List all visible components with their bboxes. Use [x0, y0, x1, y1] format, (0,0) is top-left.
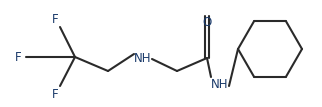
Text: NH: NH — [134, 51, 152, 65]
Text: O: O — [202, 16, 212, 28]
Text: F: F — [52, 13, 58, 25]
Text: F: F — [15, 51, 21, 63]
Text: F: F — [52, 88, 58, 100]
Text: NH: NH — [211, 79, 229, 91]
